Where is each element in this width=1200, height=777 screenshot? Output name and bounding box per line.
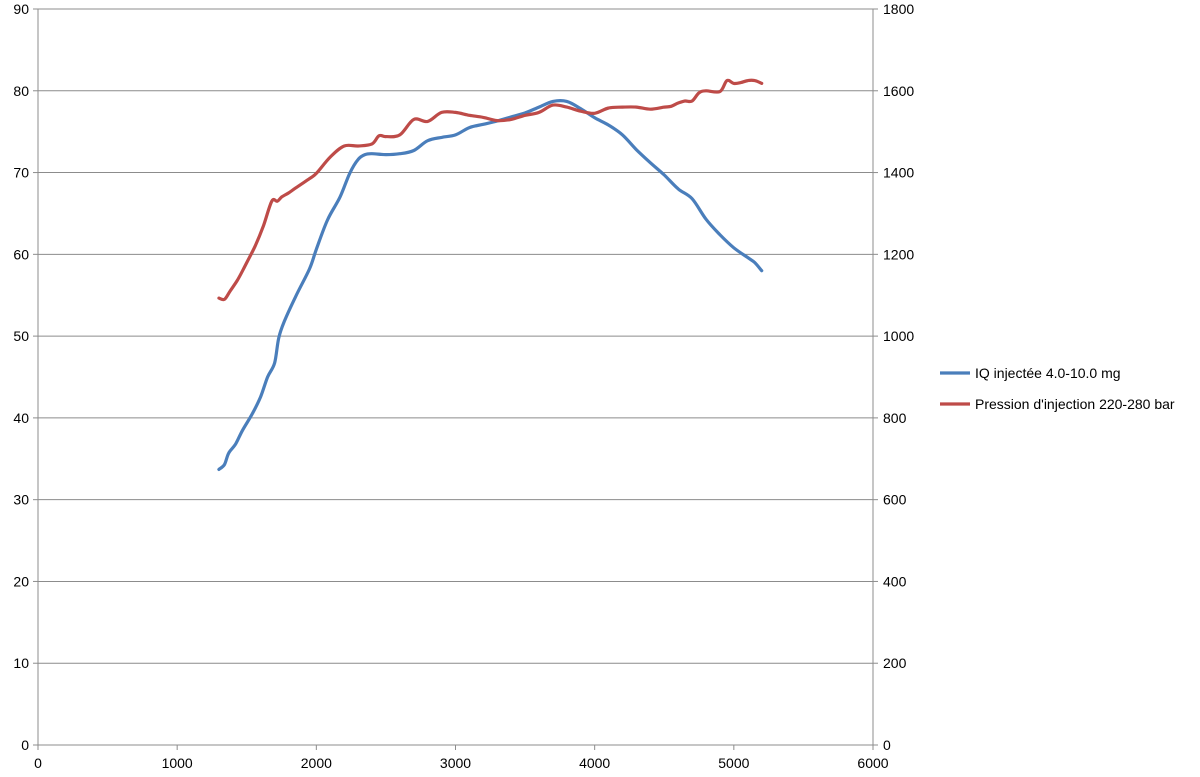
y-tick-label: 0: [21, 737, 29, 753]
series-lines: [217, 78, 764, 471]
y-tick-label: 60: [13, 246, 29, 262]
y-tick-label: 50: [13, 328, 29, 344]
y-tick-label: 40: [13, 410, 29, 426]
x-tick-label: 0: [34, 755, 42, 771]
x-tick-label: 6000: [857, 755, 888, 771]
x-tick-label: 5000: [718, 755, 749, 771]
legend-label: Pression d'injection 220-280 bar: [975, 396, 1175, 412]
y2-tick-label: 200: [883, 655, 907, 671]
y2-tick-label: 1200: [883, 246, 914, 262]
axes: 0 10 20 30 40 50 60 70 80 90 0 200 400 600 800 1000 1200…: [13, 1, 914, 771]
y-tick-label: 30: [13, 492, 29, 508]
y-tick-label: 90: [13, 1, 29, 17]
y2-tick-label: 1600: [883, 83, 914, 99]
legend-label: IQ injectée 4.0-10.0 mg: [975, 365, 1121, 381]
y-tick-label: 20: [13, 573, 29, 589]
y-tick-label: 10: [13, 655, 29, 671]
y2-tick-label: 400: [883, 573, 907, 589]
y2-tick-label: 1400: [883, 165, 914, 181]
series-line-1: [217, 99, 764, 471]
y2-tick-label: 1800: [883, 1, 914, 17]
x-tick-label: 4000: [579, 755, 610, 771]
y2-tick-label: 800: [883, 410, 907, 426]
legend: IQ injectée 4.0-10.0 mg Pression d'inject…: [940, 365, 1175, 412]
y-tick-label: 80: [13, 83, 29, 99]
gridlines: [38, 8, 873, 664]
x-tick-label: 3000: [440, 755, 471, 771]
x-tick-label: 2000: [301, 755, 332, 771]
y2-tick-label: 1000: [883, 328, 914, 344]
series-line-2: [217, 78, 764, 302]
y2-tick-label: 0: [883, 737, 891, 753]
y2-tick-label: 600: [883, 492, 907, 508]
y-tick-label: 70: [13, 165, 29, 181]
x-tick-label: 1000: [162, 755, 193, 771]
